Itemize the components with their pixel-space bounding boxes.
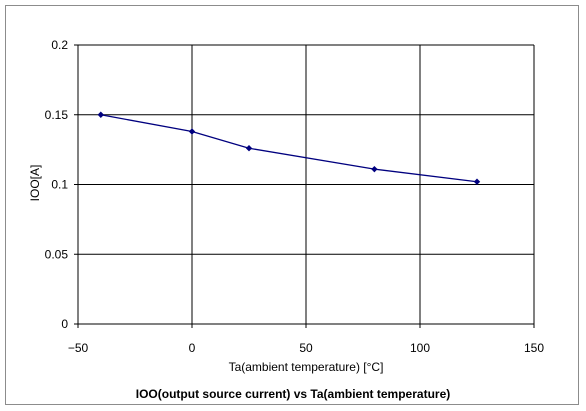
series-layer [97,111,481,185]
y-tick-label: 0.2 [51,38,68,52]
x-tick-label: 0 [189,341,196,355]
data-point [97,111,104,118]
series-line [100,114,478,183]
x-tick-label: −50 [68,341,89,355]
data-point [371,165,378,173]
data-point [188,128,196,135]
x-axis-label: Ta(ambient temperature) [°C] [229,360,384,374]
y-tick-label: 0.05 [45,247,69,261]
axis-layer [74,44,535,328]
data-point [245,145,253,152]
y-tick-label: 0.15 [45,108,69,122]
grid-layer [78,44,534,324]
data-point [473,178,481,185]
chart-title: IOO(output source current) vs Ta(ambient… [136,387,451,401]
x-tick-label: 50 [299,341,313,355]
x-tick-label: 150 [524,341,544,355]
y-tick-label: 0.1 [51,178,68,192]
chart-frame [5,5,579,405]
y-tick-label: 0 [61,317,68,331]
y-axis-label: IOO[A] [28,165,42,202]
x-tick-label: 100 [410,341,430,355]
